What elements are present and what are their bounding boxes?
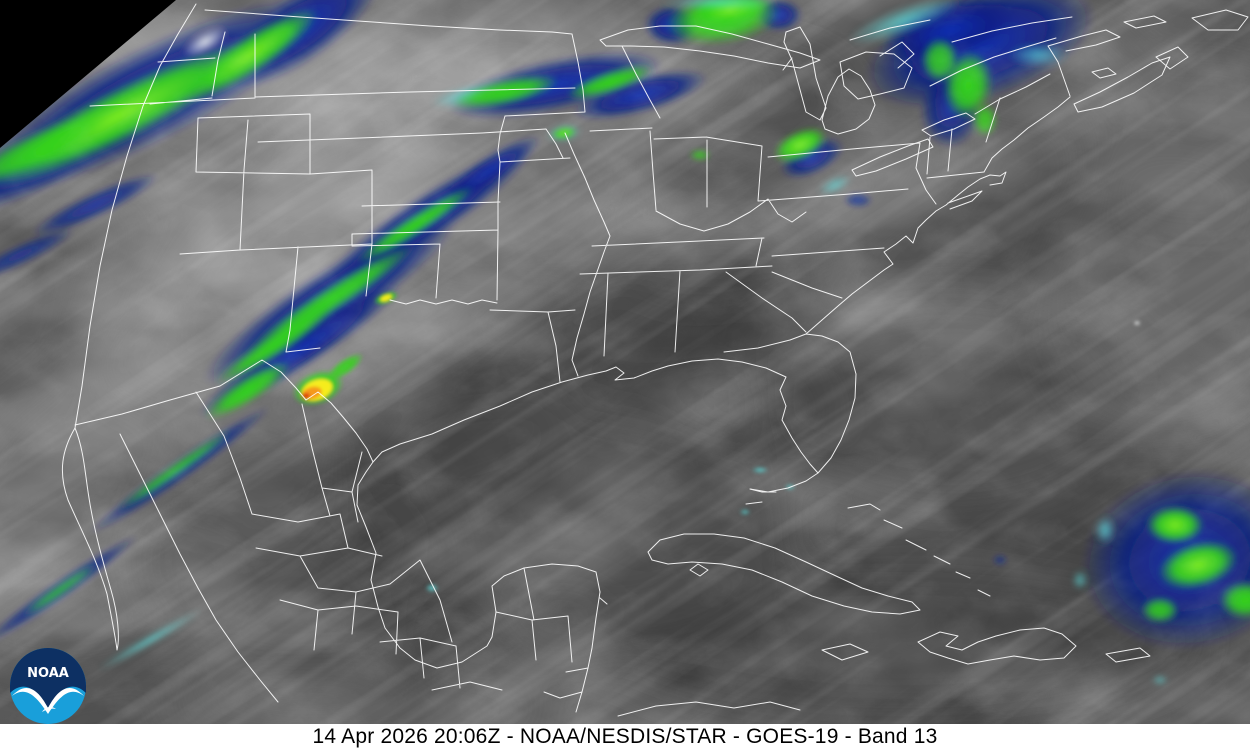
islands-path: [647, 488, 1151, 665]
noaa-logo: NOAA: [10, 648, 86, 724]
great-lakes-path: [599, 25, 976, 177]
noaa-logo-upper-half: [10, 648, 86, 708]
map-boundaries: [61, 3, 1249, 717]
coastlines-path: [61, 3, 1071, 717]
noaa-logo-text: NOAA: [27, 666, 69, 681]
mexico-borders-path: [195, 391, 589, 699]
caption-text: 14 Apr 2026 20:06Z - NOAA/NESDIS/STAR - …: [312, 725, 938, 748]
caption-bar: 14 Apr 2026 20:06Z - NOAA/NESDIS/STAR - …: [0, 724, 1250, 750]
canada-borders-path: [204, 9, 1249, 115]
noaa-gull-tail: [42, 707, 56, 712]
space-edge: [0, 0, 176, 148]
state-borders-path: [89, 31, 1001, 383]
